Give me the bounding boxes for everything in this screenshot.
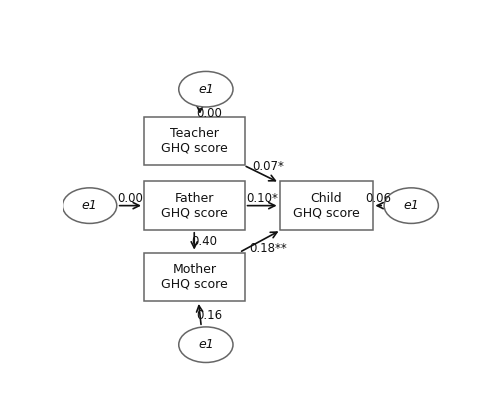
FancyBboxPatch shape (144, 252, 244, 301)
Text: 0.06: 0.06 (366, 192, 392, 205)
FancyBboxPatch shape (280, 181, 372, 230)
Text: e1: e1 (404, 199, 419, 212)
Text: 0.07*: 0.07* (252, 160, 284, 173)
Text: e1: e1 (198, 83, 214, 96)
Text: 0.00: 0.00 (196, 107, 222, 120)
Ellipse shape (62, 188, 117, 223)
Ellipse shape (179, 327, 233, 362)
Text: 0.16: 0.16 (196, 309, 223, 322)
Text: e1: e1 (82, 199, 98, 212)
Text: 0.00: 0.00 (118, 192, 144, 205)
FancyBboxPatch shape (144, 117, 244, 165)
Text: Mother
GHQ score: Mother GHQ score (161, 263, 228, 291)
Ellipse shape (179, 71, 233, 107)
Text: 0.10*: 0.10* (246, 192, 278, 205)
Text: Child
GHQ score: Child GHQ score (292, 192, 360, 220)
Text: Father
GHQ score: Father GHQ score (161, 192, 228, 220)
Text: Teacher
GHQ score: Teacher GHQ score (161, 127, 228, 155)
Text: 0.40: 0.40 (191, 235, 217, 248)
Ellipse shape (384, 188, 438, 223)
Text: 0.18**: 0.18** (249, 242, 286, 255)
FancyBboxPatch shape (144, 181, 244, 230)
Text: e1: e1 (198, 338, 214, 351)
